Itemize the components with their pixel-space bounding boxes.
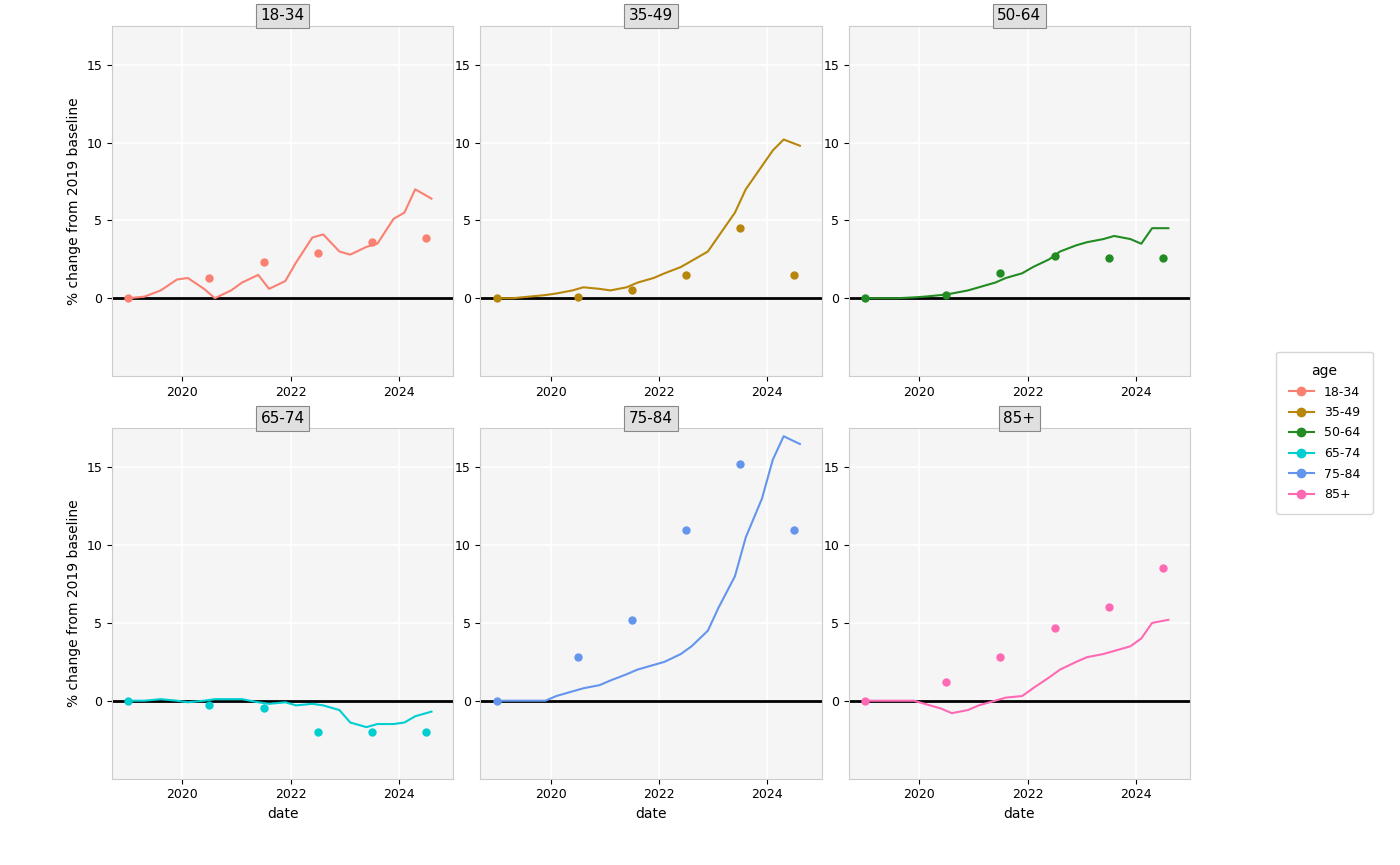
Title: 18-34: 18-34 (260, 9, 305, 23)
Point (118, 292, 140, 305)
Y-axis label: % change from 2019 baseline: % change from 2019 baseline (67, 500, 81, 708)
Point (729, 221, 752, 235)
Point (199, 271, 221, 285)
Point (486, 292, 508, 305)
Point (1152, 251, 1175, 265)
Point (1098, 251, 1120, 265)
Y-axis label: % change from 2019 baseline: % change from 2019 baseline (67, 97, 81, 304)
Title: 85+: 85+ (1004, 411, 1036, 426)
Point (414, 725, 437, 739)
Point (567, 650, 589, 664)
Point (783, 522, 805, 536)
Point (620, 284, 643, 298)
Title: 50-64: 50-64 (997, 9, 1042, 23)
Point (620, 613, 643, 627)
Point (854, 292, 876, 305)
Point (307, 247, 329, 260)
Point (199, 698, 221, 712)
X-axis label: date: date (267, 807, 298, 821)
Point (1043, 621, 1065, 635)
Title: 65-74: 65-74 (260, 411, 305, 426)
Title: 75-84: 75-84 (629, 411, 673, 426)
Point (675, 268, 697, 282)
Point (935, 288, 958, 302)
Point (118, 694, 140, 708)
Point (990, 266, 1012, 280)
Point (1043, 249, 1065, 263)
Point (252, 255, 274, 269)
Title: 35-49: 35-49 (629, 9, 673, 23)
Point (935, 675, 958, 689)
Point (486, 694, 508, 708)
Point (1152, 561, 1175, 575)
Point (307, 725, 329, 739)
Point (414, 231, 437, 245)
Point (675, 522, 697, 536)
Point (854, 694, 876, 708)
Point (361, 725, 384, 739)
Point (361, 235, 384, 249)
X-axis label: date: date (636, 807, 666, 821)
Point (783, 268, 805, 282)
Point (1098, 600, 1120, 614)
Point (729, 458, 752, 471)
Point (252, 702, 274, 715)
Point (567, 290, 589, 304)
Legend: 18-34, 35-49, 50-64, 65-74, 75-84, 85+: 18-34, 35-49, 50-64, 65-74, 75-84, 85+ (1277, 351, 1373, 514)
Point (990, 650, 1012, 664)
X-axis label: date: date (1004, 807, 1035, 821)
